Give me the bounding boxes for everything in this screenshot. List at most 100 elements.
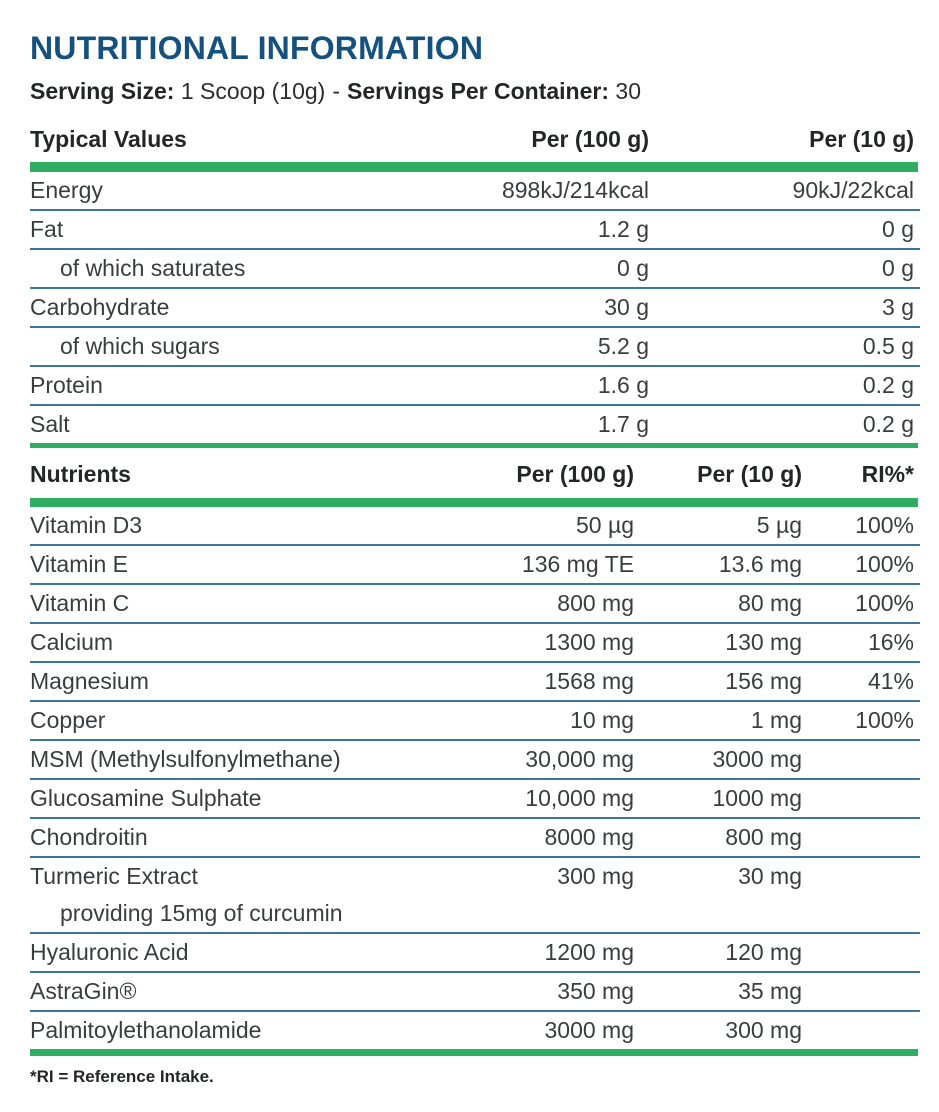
row-label: of which saturates (60, 254, 246, 281)
per-100g-value: 136 mg TE (521, 550, 634, 577)
per-100g-value: 30 g (604, 293, 649, 320)
row-label: Calcium (30, 628, 114, 655)
footnote: *RI = Reference Intake. (30, 1066, 214, 1086)
per-10g-value: 3000 mg (712, 745, 802, 772)
per-10g-value: 0.2 g (862, 410, 914, 437)
green-header-bar (30, 497, 918, 507)
table-row: Protein 1.6 g 0.2 g (30, 367, 920, 406)
nutrients-table: Nutrients Per (100 g) Per (10 g) RI%* Vi… (30, 448, 920, 1056)
column-header-per-100g: Per (100 g) (531, 125, 649, 152)
row-label: Vitamin E (30, 550, 129, 577)
row-label: Palmitoylethanolamide (30, 1016, 262, 1043)
per-10g-value: 0 g (882, 215, 914, 242)
per-10g-value: 1 mg (750, 706, 802, 733)
green-section-divider (30, 442, 918, 448)
nutrition-label: NUTRITIONAL INFORMATION Serving Size: 1 … (30, 31, 920, 1086)
per-100g-value: 1300 mg (544, 628, 634, 655)
per-10g-value: 80 mg (738, 589, 802, 616)
row-label: Protein (30, 371, 103, 398)
column-header-typical-values: Typical Values (30, 125, 187, 152)
per-100g-value: 1.7 g (597, 410, 649, 437)
servings-per-container-value: 30 (615, 77, 641, 104)
table-row: of which saturates 0 g 0 g (30, 250, 920, 289)
table-row: Vitamin D3 50 µg 5 µg 100% (30, 507, 920, 546)
table-row: Energy 898kJ/214kcal 90kJ/22kcal (30, 172, 920, 211)
per-10g-value: 0.5 g (862, 332, 914, 359)
serving-size-label: Serving Size: (30, 77, 175, 104)
table-row: Copper 10 mg 1 mg 100% (30, 702, 920, 741)
row-sub-label: providing 15mg of curcumin (60, 899, 343, 926)
row-label: Turmeric Extract (30, 862, 198, 889)
table-row: Chondroitin 8000 mg 800 mg (30, 819, 920, 858)
table-row: Glucosamine Sulphate 10,000 mg 1000 mg (30, 780, 920, 819)
table-row: of which sugars 5.2 g 0.5 g (30, 328, 920, 367)
per-100g-value: 300 mg (557, 862, 634, 889)
table-row: Palmitoylethanolamide 3000 mg 300 mg (30, 1012, 920, 1049)
table-row-main-line: Energy 898kJ/214kcal 90kJ/22kcal (30, 172, 920, 209)
column-header-per-10g: Per (10 g) (809, 125, 914, 152)
per-100g-value: 1200 mg (544, 938, 634, 965)
row-label: Vitamin C (30, 589, 130, 616)
table-row: AstraGin® 350 mg 35 mg (30, 973, 920, 1012)
per-10g-value: 5 µg (756, 511, 802, 538)
table-row-main-line: MSM (Methylsulfonylmethane) 30,000 mg 3000… (30, 741, 920, 778)
typical-values-rows: Energy 898kJ/214kcal 90kJ/22kcal Fat 1.2 g 0 … (30, 172, 920, 443)
nutrients-rows: Vitamin D3 50 µg 5 µg 100% Vitamin E 136 mg T… (30, 507, 920, 1049)
row-label: MSM (Methylsulfonylmethane) (30, 745, 341, 772)
nutrients-header-row: Nutrients Per (100 g) Per (10 g) RI%* (30, 448, 920, 498)
per-10g-value: 90kJ/22kcal (792, 176, 914, 203)
table-row: Fat 1.2 g 0 g (30, 211, 920, 250)
per-100g-value: 10,000 mg (525, 784, 634, 811)
table-row-main-line: Vitamin E 136 mg TE 13.6 mg 100% (30, 546, 920, 583)
table-row: Vitamin C 800 mg 80 mg 100% (30, 585, 920, 624)
table-row-main-line: Hyaluronic Acid 1200 mg 120 mg (30, 934, 920, 971)
row-label: of which sugars (60, 332, 220, 359)
column-header-ri: RI%* (861, 460, 914, 487)
green-footer-bar (30, 1048, 918, 1056)
row-label: Copper (30, 706, 106, 733)
row-label: Salt (30, 410, 70, 437)
ri-percent-value: 100% (855, 589, 914, 616)
table-row-main-line: Calcium 1300 mg 130 mg 16% (30, 624, 920, 661)
per-100g-value: 350 mg (557, 977, 634, 1004)
row-label: Hyaluronic Acid (30, 938, 189, 965)
per-100g-value: 0 g (617, 254, 649, 281)
per-10g-value: 35 mg (738, 977, 802, 1004)
per-10g-value: 130 mg (725, 628, 802, 655)
table-row: MSM (Methylsulfonylmethane) 30,000 mg 3000… (30, 741, 920, 780)
per-100g-value: 1.6 g (597, 371, 649, 398)
table-row-main-line: Vitamin D3 50 µg 5 µg 100% (30, 507, 920, 544)
table-row-main-line: Salt 1.7 g 0.2 g (30, 406, 920, 443)
per-10g-value: 1000 mg (712, 784, 802, 811)
row-label: Vitamin D3 (30, 511, 143, 538)
per-10g-value: 120 mg (725, 938, 802, 965)
green-header-bar (30, 161, 918, 172)
row-label: Magnesium (30, 667, 149, 694)
table-row-main-line: Glucosamine Sulphate 10,000 mg 1000 mg (30, 780, 920, 817)
per-10g-value: 30 mg (738, 862, 802, 889)
per-100g-value: 800 mg (557, 589, 634, 616)
per-10g-value: 13.6 mg (718, 550, 802, 577)
column-header-per-100g: Per (100 g) (516, 460, 634, 487)
typical-values-header-row: Typical Values Per (100 g) Per (10 g) (30, 121, 920, 162)
table-row-main-line: Turmeric Extract 300 mg 30 mg (30, 858, 920, 895)
table-row-main-line: of which sugars 5.2 g 0.5 g (30, 328, 920, 365)
per-100g-value: 10 mg (570, 706, 634, 733)
per-10g-value: 156 mg (725, 667, 802, 694)
row-label: Glucosamine Sulphate (30, 784, 262, 811)
ri-percent-value: 100% (855, 511, 914, 538)
per-100g-value: 898kJ/214kcal (501, 176, 649, 203)
ri-percent-value: 100% (855, 550, 914, 577)
table-row-main-line: Fat 1.2 g 0 g (30, 211, 920, 248)
per-100g-value: 3000 mg (544, 1016, 634, 1043)
table-row-main-line: Vitamin C 800 mg 80 mg 100% (30, 585, 920, 622)
row-label: Carbohydrate (30, 293, 170, 320)
per-10g-value: 300 mg (725, 1016, 802, 1043)
table-row: Carbohydrate 30 g 3 g (30, 289, 920, 328)
per-10g-value: 0 g (882, 254, 914, 281)
row-label: AstraGin® (30, 977, 137, 1004)
serving-size-value: 1 Scoop (10g) (180, 77, 326, 104)
table-row: Calcium 1300 mg 130 mg 16% (30, 624, 920, 663)
per-10g-value: 0.2 g (862, 371, 914, 398)
per-100g-value: 50 µg (575, 511, 634, 538)
